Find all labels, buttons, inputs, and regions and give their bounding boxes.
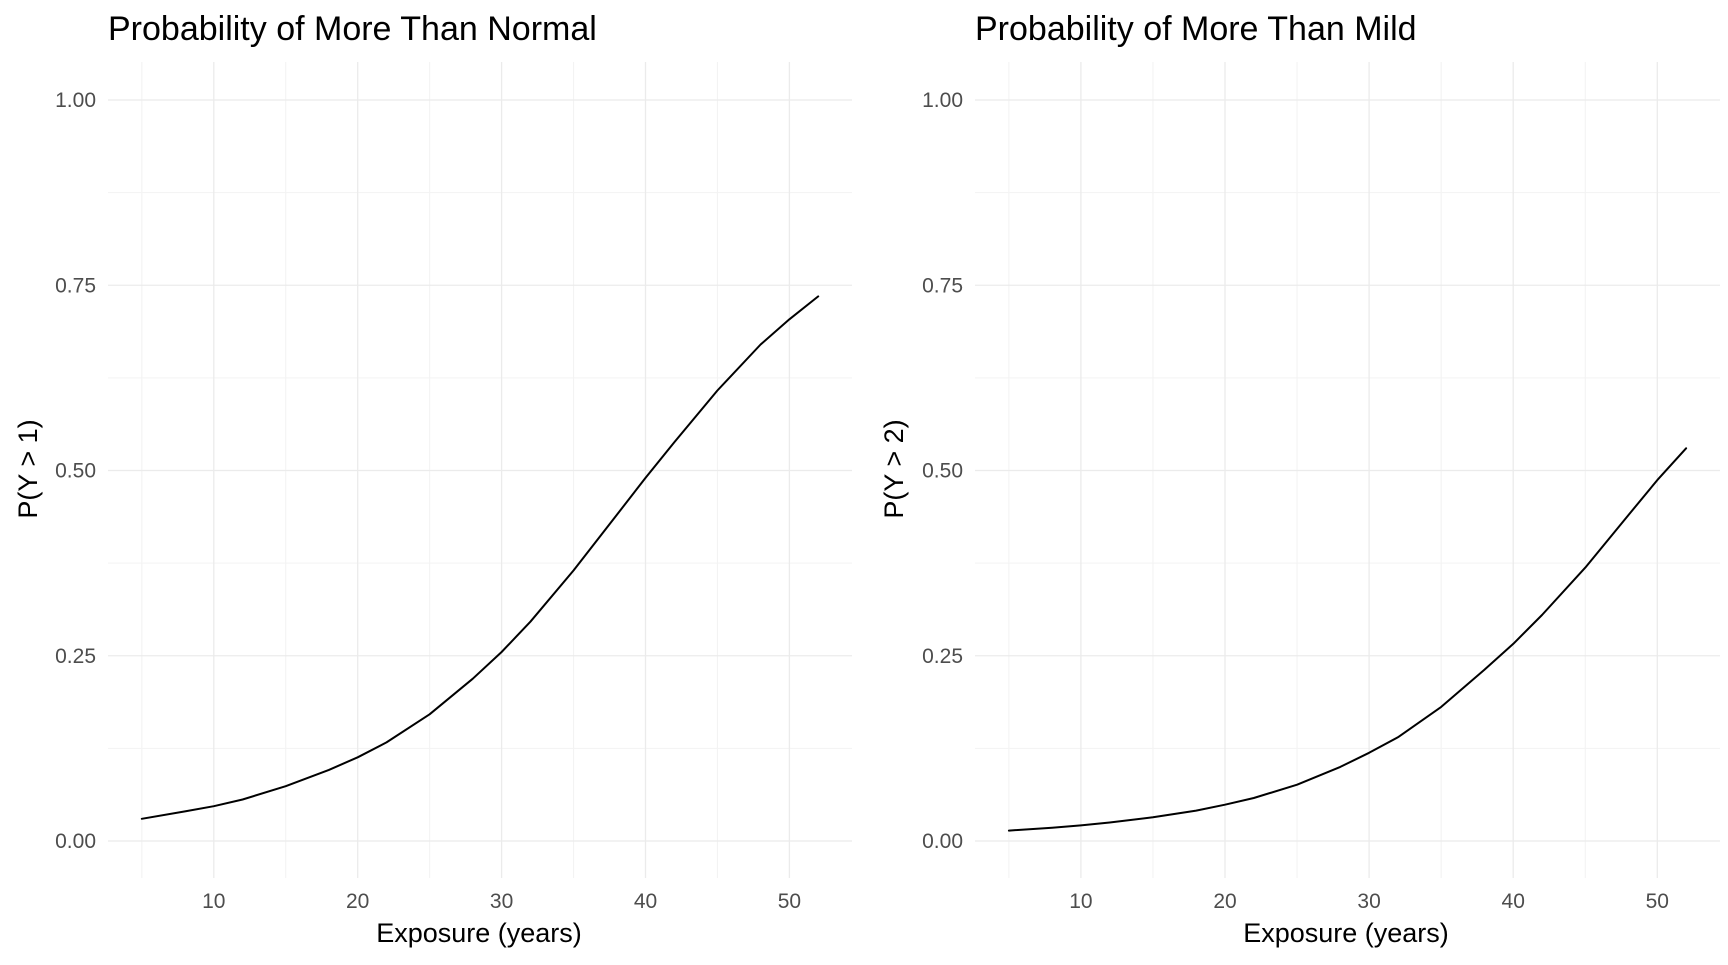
- y-tick-labels: 0.00 0.25 0.50 0.75 1.00: [922, 89, 963, 853]
- x-tick-label: 40: [634, 890, 657, 913]
- y-tick-label: 0.00: [55, 830, 96, 853]
- x-tick-label: 30: [1357, 890, 1380, 913]
- y-tick-label: 0.00: [922, 830, 963, 853]
- x-tick-label: 10: [202, 890, 225, 913]
- chart-title: Probability of More Than Mild: [975, 10, 1417, 48]
- x-tick-label: 20: [346, 890, 369, 913]
- y-tick-label: 0.75: [922, 274, 963, 297]
- y-tick-label: 0.25: [55, 645, 96, 668]
- x-tick-label: 10: [1069, 890, 1092, 913]
- series-line: [140, 295, 820, 820]
- x-axis-title: Exposure (years): [376, 918, 582, 948]
- panel-more-than-mild: Probability of More Than Mild 10 20 30 40 50…: [879, 10, 1720, 948]
- chart-title: Probability of More Than Normal: [108, 10, 597, 48]
- y-axis-title: P(Y > 1): [13, 419, 43, 518]
- x-tick-label: 20: [1213, 890, 1236, 913]
- y-tick-label: 0.50: [55, 460, 96, 483]
- grid: [108, 62, 852, 878]
- y-tick-label: 0.50: [922, 460, 963, 483]
- x-axis-title: Exposure (years): [1243, 918, 1449, 948]
- x-tick-label: 40: [1502, 890, 1525, 913]
- series-line: [1007, 447, 1688, 832]
- panel-more-than-normal: Probability of More Than Normal 10 20 30 40…: [13, 10, 852, 948]
- x-tick-label: 30: [490, 890, 513, 913]
- y-tick-label: 1.00: [55, 89, 96, 112]
- series-line-path: [1007, 447, 1688, 832]
- x-tick-labels: 10 20 30 40 50: [1069, 890, 1669, 913]
- y-tick-label: 0.25: [922, 645, 963, 668]
- x-tick-labels: 10 20 30 40 50: [202, 890, 801, 913]
- series-line-path: [140, 295, 820, 820]
- x-tick-label: 50: [778, 890, 801, 913]
- y-tick-labels: 0.00 0.25 0.50 0.75 1.00: [55, 89, 96, 853]
- y-tick-label: 0.75: [55, 274, 96, 297]
- grid: [975, 62, 1720, 878]
- y-tick-label: 1.00: [922, 89, 963, 112]
- y-axis-title: P(Y > 2): [879, 419, 909, 518]
- x-tick-label: 50: [1646, 890, 1669, 913]
